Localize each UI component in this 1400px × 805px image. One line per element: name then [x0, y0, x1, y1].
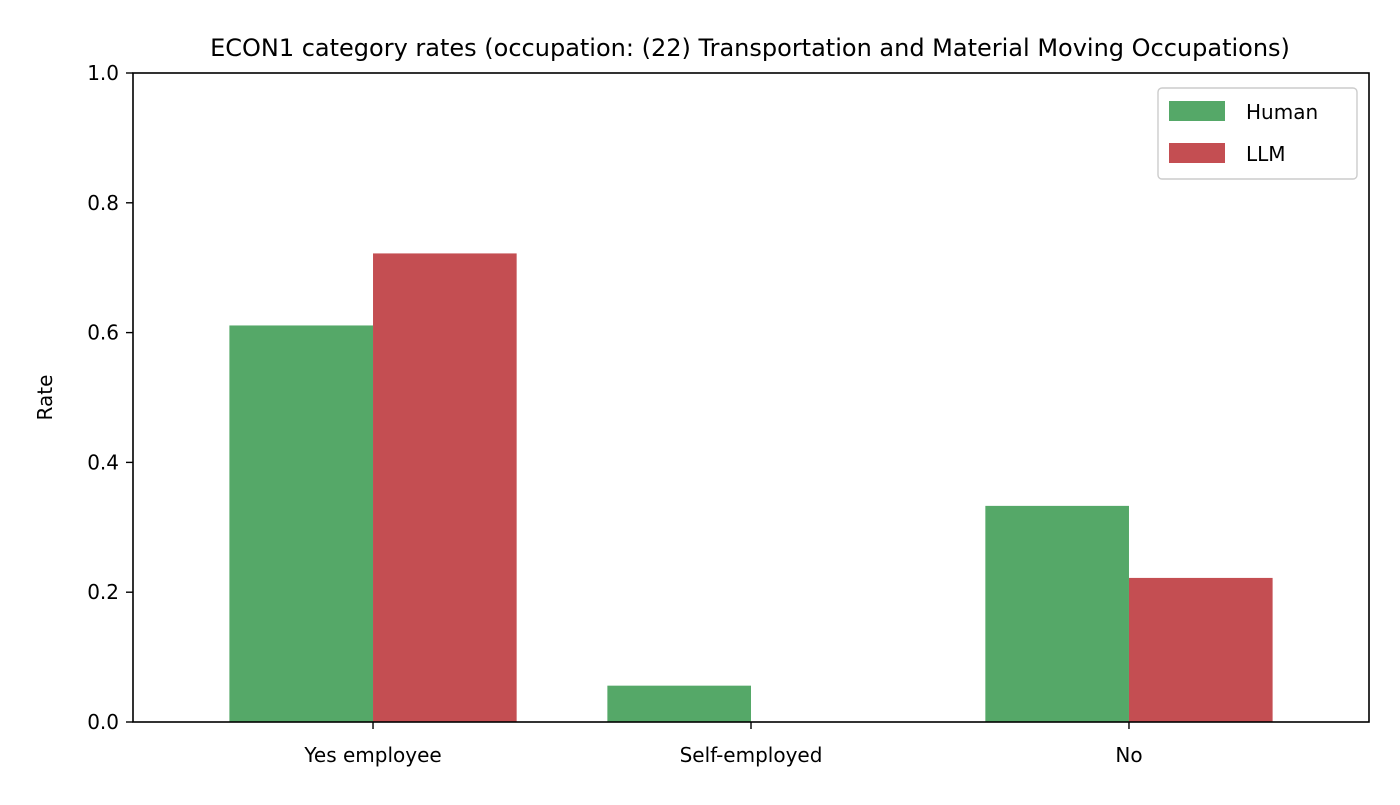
- bar-llm-0: [373, 253, 517, 723]
- axes-group: 0.0 0.2 0.4 0.6 0.8 1.0 Yes employee Self-emplo…: [87, 61, 1370, 767]
- legend-swatch-human: [1169, 101, 1225, 121]
- y-tick-label-5: 1.0: [87, 61, 119, 85]
- x-tick-label-1: Self-employed: [680, 743, 823, 767]
- legend-swatch-llm: [1169, 143, 1225, 163]
- legend: Human LLM: [1157, 87, 1358, 180]
- legend-label-llm: LLM: [1246, 142, 1286, 166]
- bar-human-2: [985, 505, 1129, 722]
- bar-human-0: [229, 325, 374, 722]
- bar-llm-2: [1128, 577, 1273, 722]
- chart-title: ECON1 category rates (occupation: (22) T…: [210, 34, 1290, 62]
- y-tick-label-1: 0.2: [87, 580, 119, 604]
- y-tick-label-4: 0.8: [87, 191, 119, 215]
- x-tick-label-2: No: [1115, 743, 1142, 767]
- bar-human-1: [607, 685, 751, 722]
- legend-label-human: Human: [1246, 100, 1318, 124]
- x-tick-label-0: Yes employee: [303, 743, 441, 767]
- y-axis-label: Rate: [33, 375, 57, 421]
- y-tick-label-2: 0.4: [87, 450, 119, 474]
- y-tick-label-3: 0.6: [87, 321, 119, 345]
- bars-group: [229, 253, 1273, 723]
- y-tick-label-0: 0.0: [87, 710, 119, 734]
